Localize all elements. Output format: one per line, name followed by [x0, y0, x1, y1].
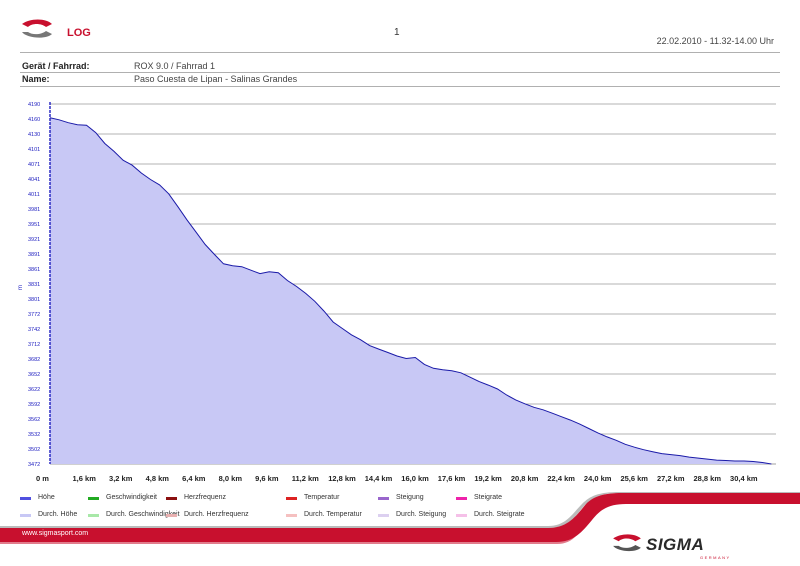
- log-title: LOG: [67, 27, 91, 39]
- y-tick-label: 3502: [28, 447, 40, 453]
- x-tick-label: 0 m: [36, 474, 49, 483]
- y-tick-label: 3622: [28, 387, 40, 393]
- x-tick-label: 11,2 km: [292, 474, 319, 483]
- x-tick-label: 25,6 km: [620, 474, 648, 483]
- x-tick-label: 22,4 km: [547, 474, 575, 483]
- x-tick-label: 4,8 km: [146, 474, 170, 483]
- y-tick-label: 3682: [28, 357, 40, 363]
- device-label: Gerät / Fahrrad:: [22, 61, 90, 71]
- y-tick-label: 3562: [28, 417, 40, 423]
- y-tick-label: 3951: [28, 222, 40, 228]
- name-label: Name:: [22, 74, 50, 84]
- y-tick-label: 3652: [28, 372, 40, 378]
- x-tick-label: 20,8 km: [511, 474, 539, 483]
- device-value: ROX 9.0 / Fahrrad 1: [134, 61, 215, 71]
- y-tick-label: 3891: [28, 252, 40, 258]
- y-tick-label: 4011: [28, 192, 40, 198]
- y-tick-label: 4101: [28, 147, 40, 153]
- name-value: Paso Cuesta de Lipan - Salinas Grandes: [134, 74, 297, 84]
- y-tick-label: 4041: [28, 177, 40, 183]
- x-tick-label: 3,2 km: [109, 474, 133, 483]
- date-range: 22.02.2010 - 11.32-14.00 Uhr: [657, 36, 774, 46]
- brand-subtitle: GERMANY: [700, 555, 731, 560]
- x-tick-label: 12,8 km: [328, 474, 356, 483]
- sigma-logo-icon: [20, 18, 54, 44]
- y-tick-label: 3592: [28, 402, 40, 408]
- y-tick-label: 3861: [28, 267, 40, 273]
- y-tick-label: 3772: [28, 312, 40, 318]
- y-tick-label: 3831: [28, 282, 40, 288]
- header-divider: [20, 52, 780, 53]
- x-tick-label: 19,2 km: [474, 474, 502, 483]
- website-link[interactable]: www.sigmasport.com: [22, 530, 88, 537]
- meta-divider: [20, 72, 780, 73]
- x-tick-label: 6,4 km: [182, 474, 206, 483]
- x-tick-label: 1,6 km: [73, 474, 97, 483]
- x-tick-label: 27,2 km: [657, 474, 685, 483]
- y-tick-label: 4130: [28, 132, 40, 138]
- x-tick-label: 16,0 km: [401, 474, 429, 483]
- elevation-chart: 4190 4160 4130 4101 4071 4041 4011 3981 3951 3921…: [0, 95, 800, 487]
- y-tick-label: 3981: [28, 207, 40, 213]
- x-tick-label: 14,4 km: [365, 474, 393, 483]
- y-tick-label: 4190: [28, 102, 40, 108]
- x-tick-labels: 0 m 1,6 km 3,2 km 4,8 km 6,4 km 8,0 km 9,6 km 1…: [36, 474, 758, 483]
- y-tick-label: 3532: [28, 432, 40, 438]
- elevation-area: [50, 118, 771, 464]
- y-tick-label: 3921: [28, 237, 40, 243]
- x-tick-label: 8,0 km: [219, 474, 243, 483]
- y-tick-label: 3801: [28, 297, 40, 303]
- y-axis-label: m: [18, 285, 24, 290]
- y-tick-label: 4071: [28, 162, 40, 168]
- x-tick-label: 24,0 km: [584, 474, 612, 483]
- brand-name: SIGMA: [646, 535, 704, 555]
- x-tick-label: 28,8 km: [694, 474, 722, 483]
- y-tick-label: 3712: [28, 342, 40, 348]
- y-tick-labels: 4190 4160 4130 4101 4071 4041 4011 3981 3951 3921…: [28, 102, 40, 468]
- y-tick-label: 3472: [28, 462, 40, 468]
- x-tick-label: 30,4 km: [730, 474, 758, 483]
- x-tick-label: 17,6 km: [438, 474, 466, 483]
- x-tick-label: 9,6 km: [255, 474, 279, 483]
- y-tick-label: 3742: [28, 327, 40, 333]
- page-number: 1: [394, 27, 400, 38]
- meta-divider-2: [20, 86, 780, 87]
- sigma-brand-icon: [610, 533, 644, 557]
- y-tick-label: 4160: [28, 117, 40, 123]
